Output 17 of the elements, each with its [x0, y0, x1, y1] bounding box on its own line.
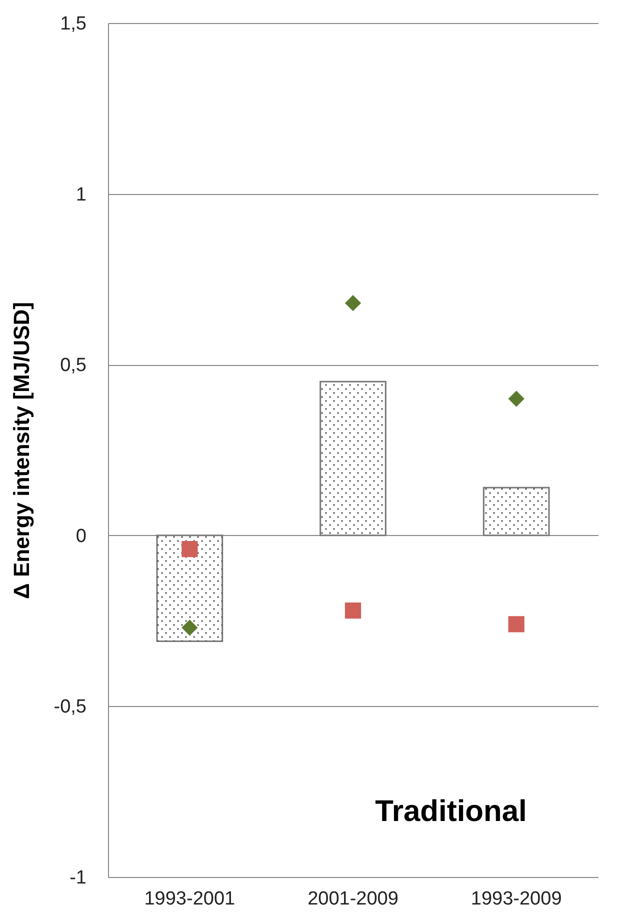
y-tick-label: -0,5 [54, 696, 86, 718]
x-tick-label: 1993-2009 [470, 888, 562, 910]
y-tick-label: 1 [76, 184, 86, 206]
point [508, 390, 524, 407]
point [508, 616, 524, 632]
y-tick-label: -1 [70, 868, 86, 888]
point [182, 541, 198, 558]
annotation: Traditional [375, 795, 527, 828]
x-tick-label: 1993-2001 [144, 888, 236, 910]
point [344, 602, 362, 619]
y-tick-label: 0 [76, 526, 86, 547]
point [344, 295, 362, 312]
y-axis-title: Δ Energy intensity [MJ/USD] [8, 302, 34, 599]
y-tick-label: 1,5 [60, 14, 86, 34]
point [182, 620, 198, 636]
y-tick-label: 0,5 [60, 355, 86, 376]
x-tick-label: 2001-2009 [308, 888, 398, 910]
